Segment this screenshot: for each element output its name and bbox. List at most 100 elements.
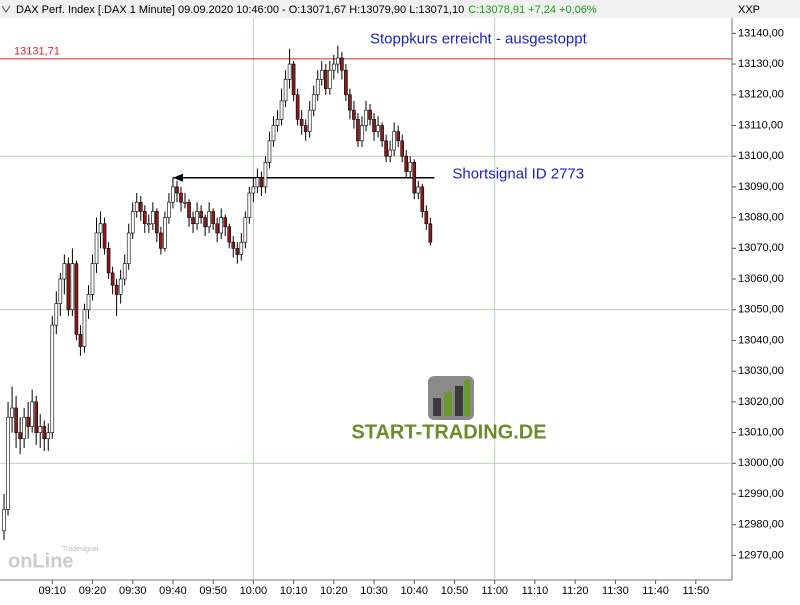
candle-body <box>134 201 139 212</box>
candle-body <box>46 432 51 440</box>
candle-body <box>82 309 87 347</box>
candle-body <box>195 211 199 225</box>
candle-body <box>384 140 388 157</box>
candle-body <box>187 201 191 218</box>
candle-body <box>159 232 163 249</box>
candle-body <box>336 57 340 65</box>
candle-body <box>130 211 135 234</box>
y-tick-label: 13110,00 <box>738 119 783 131</box>
y-tick-label: 13130,00 <box>738 58 784 70</box>
candle-body <box>251 186 256 194</box>
y-tick-label: 13100,00 <box>738 150 784 162</box>
logo-bar <box>455 386 463 416</box>
candle-body <box>416 186 421 194</box>
candle-body <box>98 223 103 234</box>
x-tick-label: 10:50 <box>441 585 469 597</box>
candle-body <box>307 109 312 132</box>
candle-body <box>163 217 167 249</box>
candle-body <box>420 186 425 212</box>
provider-small: Tradesignal <box>62 546 99 553</box>
candle-body <box>364 109 368 126</box>
x-tick-label: 09:50 <box>199 585 227 597</box>
candle-body <box>243 217 248 243</box>
y-tick-label: 13020,00 <box>738 396 784 408</box>
provider-logo: Tradesignal onLine <box>8 546 99 572</box>
candle-body <box>30 401 34 427</box>
y-tick-label: 13050,00 <box>738 304 784 316</box>
candle-body <box>70 263 75 311</box>
x-tick-label: 09:10 <box>39 585 67 597</box>
candle-body <box>179 192 183 203</box>
candle-body <box>14 407 18 433</box>
x-tick-label: 09:30 <box>119 585 147 597</box>
x-tick-label: 11:30 <box>602 585 629 597</box>
candle-body <box>175 186 179 194</box>
candle-body <box>86 294 91 311</box>
candle-body <box>352 109 356 120</box>
candle-body <box>340 57 344 71</box>
candle-body <box>348 94 352 111</box>
logo-bar <box>433 398 441 416</box>
candle-body <box>151 211 155 225</box>
candle-body <box>38 426 43 433</box>
x-tick-label: 10:10 <box>280 585 308 597</box>
header-icon <box>1 5 11 13</box>
candle-body <box>114 284 119 295</box>
candle-body <box>287 63 292 80</box>
candle-body <box>6 416 10 510</box>
y-tick-label: 13120,00 <box>738 89 784 101</box>
candle-body <box>219 217 224 234</box>
y-tick-label: 13060,00 <box>738 273 784 285</box>
candle-body <box>388 149 392 157</box>
y-tick-label: 13090,00 <box>738 181 784 193</box>
candle-body <box>122 263 127 280</box>
candle-body <box>235 248 240 255</box>
candle-body <box>215 223 219 234</box>
y-tick-label: 13070,00 <box>738 242 784 254</box>
candle-body <box>126 232 131 264</box>
candle-body <box>10 407 14 418</box>
candle-body <box>207 211 211 228</box>
y-tick-label: 13080,00 <box>738 212 784 224</box>
candle-body <box>74 263 79 335</box>
candle-body <box>424 211 429 225</box>
candle-body <box>155 211 159 234</box>
candle-body <box>319 69 324 80</box>
candle-body <box>267 140 272 163</box>
x-tick-label: 11:20 <box>562 585 589 597</box>
site-logo: START-TRADING.DE <box>351 376 547 443</box>
candle-body <box>142 211 147 225</box>
y-tick-label: 13140,00 <box>738 27 784 39</box>
site-name: START-TRADING.DE <box>351 421 546 443</box>
candle-body <box>255 177 260 188</box>
x-tick-label: 11:10 <box>522 585 549 597</box>
x-tick-label: 11:50 <box>682 585 709 597</box>
candle-body <box>368 109 372 120</box>
candle-body <box>90 263 95 295</box>
candle-body <box>372 119 376 132</box>
y-tick-label: 13010,00 <box>738 426 784 438</box>
candle-body <box>102 223 107 249</box>
candle-body <box>138 201 143 212</box>
candle-body <box>271 125 276 142</box>
candle-body <box>315 79 320 96</box>
x-tick-label: 11:40 <box>642 585 669 597</box>
candle-body <box>344 69 348 96</box>
candle-body <box>58 278 63 304</box>
candle-body <box>400 140 404 157</box>
x-tick-label: 11:00 <box>481 585 508 597</box>
candle-body <box>380 125 384 142</box>
x-tick-label: 10:40 <box>400 585 428 597</box>
candle-body <box>62 263 67 280</box>
candle-body <box>311 94 316 111</box>
logo-bar <box>464 380 470 416</box>
y-tick-label: 13030,00 <box>738 365 784 377</box>
candle-body <box>66 263 71 311</box>
candle-body <box>412 162 417 194</box>
candle-body <box>50 324 55 433</box>
candle-body <box>211 211 215 225</box>
candle-body <box>34 401 38 433</box>
candle-body <box>78 334 83 347</box>
